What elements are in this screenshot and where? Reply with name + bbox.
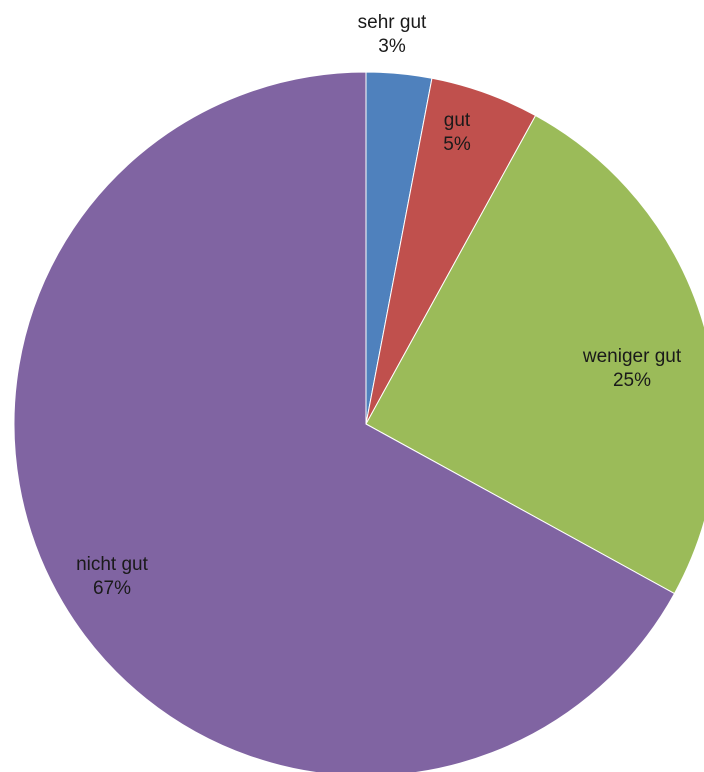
- pie-slice-nicht-gut: [13, 71, 676, 772]
- slice-percent-label: 25%: [613, 370, 651, 391]
- slice-percent-label: 5%: [443, 134, 471, 155]
- slice-percent-label: 3%: [378, 36, 406, 57]
- slice-percent-label: 67%: [93, 578, 131, 599]
- pie-slices: [13, 71, 704, 772]
- slice-category-label: weniger gut: [582, 346, 682, 367]
- pie-slice-weniger-gut: [365, 114, 704, 595]
- slice-category-label: nicht gut: [76, 554, 149, 575]
- pie-labels: sehr gut 3% gut 5% weniger gut 25% nicht gut 67…: [76, 12, 682, 599]
- slice-category-label: sehr gut: [358, 12, 427, 33]
- slice-category-label: gut: [444, 110, 471, 131]
